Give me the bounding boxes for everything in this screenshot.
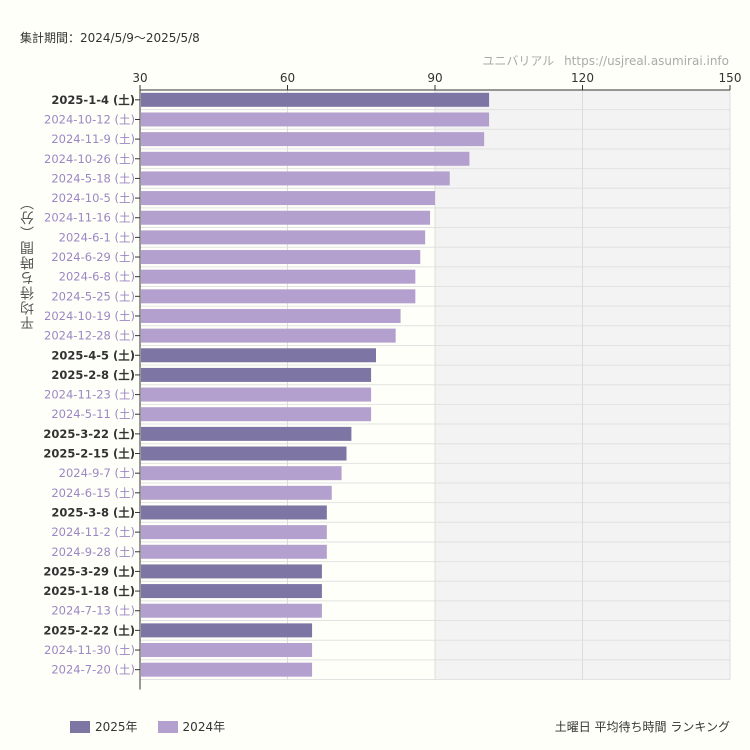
x-tick-label: 30	[132, 71, 147, 85]
bar	[141, 525, 327, 540]
bar	[141, 210, 431, 225]
y-category-label: 2024-10-19 (土)	[44, 309, 135, 323]
bar	[141, 387, 372, 402]
y-category-label: 2024-11-30 (土)	[44, 643, 135, 657]
site-name: ユニバリアル	[482, 54, 555, 68]
y-category-label: 2024-5-25 (土)	[51, 289, 135, 303]
bar	[141, 603, 322, 618]
y-category-label: 2024-10-5 (土)	[51, 191, 135, 205]
x-tick-label: 150	[719, 71, 742, 85]
bar	[141, 367, 372, 382]
bar	[141, 643, 313, 658]
y-category-label: 2024-7-20 (土)	[51, 663, 135, 677]
legend-item-2024[interactable]: 2024年	[157, 718, 226, 735]
chart-title: 土曜日 平均待ち時間 ランキング	[554, 720, 730, 734]
y-category-label: 2025-2-15 (土)	[43, 447, 135, 461]
bar	[141, 230, 426, 245]
y-category-label: 2024-11-9 (土)	[51, 132, 135, 146]
bar	[141, 328, 396, 343]
y-category-label: 2024-7-13 (土)	[51, 604, 135, 618]
y-category-label: 2024-6-1 (土)	[59, 230, 135, 244]
bar	[141, 92, 490, 107]
legend-label-2025: 2025年	[95, 720, 138, 734]
bar	[141, 544, 327, 559]
bar	[141, 407, 372, 422]
y-category-label: 2025-3-8 (土)	[51, 505, 135, 519]
y-category-label: 2024-10-26 (土)	[44, 152, 135, 166]
y-category-label: 2024-11-2 (土)	[51, 525, 135, 539]
bar	[141, 112, 490, 127]
legend-swatch-2025	[70, 720, 90, 733]
y-category-label: 2024-6-15 (土)	[51, 486, 135, 500]
bar	[141, 446, 347, 461]
site-url-link[interactable]: https://usjreal.asumirai.info	[564, 54, 729, 68]
bar	[141, 171, 450, 186]
y-category-label: 2024-11-23 (土)	[44, 388, 135, 402]
legend-swatch-2024	[157, 720, 178, 733]
period-label: 集計期間：2024/5/9〜2025/5/8	[20, 31, 200, 45]
bar	[141, 466, 342, 481]
y-category-label: 2024-6-8 (土)	[59, 270, 135, 284]
y-category-label: 2025-3-22 (土)	[43, 427, 135, 441]
y-category-label: 2025-2-8 (土)	[51, 368, 135, 382]
bar	[141, 662, 313, 677]
bar	[141, 584, 322, 599]
bar	[141, 191, 435, 206]
y-category-label: 2025-4-5 (土)	[51, 348, 135, 362]
x-tick-label: 60	[280, 71, 295, 85]
bar	[141, 132, 485, 147]
y-category-label: 2024-6-29 (土)	[51, 250, 135, 264]
y-category-label: 2024-9-28 (土)	[51, 545, 135, 559]
bar	[141, 623, 313, 638]
bar	[141, 308, 401, 323]
bar	[141, 289, 416, 304]
bar	[141, 250, 421, 265]
legend-item-2025[interactable]: 2025年	[70, 718, 138, 735]
legend-label-2024: 2024年	[182, 720, 226, 734]
bar	[141, 485, 332, 500]
y-category-label: 2024-5-11 (土)	[51, 407, 135, 421]
y-category-label: 2025-1-18 (土)	[43, 584, 135, 598]
y-category-label: 2024-12-28 (土)	[44, 329, 135, 343]
y-category-label: 2024-11-16 (土)	[44, 211, 135, 225]
bar	[141, 269, 416, 284]
x-tick-label: 120	[571, 71, 594, 85]
y-category-label: 2025-2-22 (土)	[43, 623, 135, 637]
bar	[141, 426, 352, 441]
y-category-label: 2024-5-18 (土)	[51, 171, 135, 185]
x-tick-label: 90	[427, 71, 442, 85]
y-category-label: 2025-3-29 (土)	[43, 564, 135, 578]
y-category-label: 2024-10-12 (土)	[44, 112, 135, 126]
bar	[141, 564, 322, 579]
site-credit: ユニバリアル https://usjreal.asumirai.info	[476, 52, 729, 69]
bar	[141, 348, 376, 363]
y-category-label: 2025-1-4 (土)	[51, 93, 135, 107]
bar	[141, 505, 327, 520]
legend: 2025年 2024年	[70, 718, 245, 735]
y-category-label: 2024-9-7 (土)	[59, 466, 135, 480]
bar	[141, 151, 470, 166]
